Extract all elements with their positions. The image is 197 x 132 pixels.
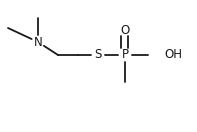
- Text: S: S: [94, 48, 102, 62]
- Text: P: P: [122, 48, 128, 62]
- Text: N: N: [34, 36, 42, 48]
- Text: O: O: [120, 23, 130, 37]
- Text: OH: OH: [164, 48, 182, 62]
